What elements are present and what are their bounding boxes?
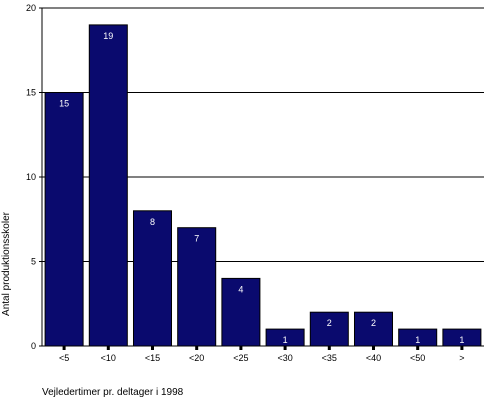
x-tick-label: <10: [101, 353, 116, 363]
x-tick-label: <40: [366, 353, 381, 363]
bar: [177, 227, 217, 347]
x-tick-label: <30: [277, 353, 292, 363]
x-tick-mark: [416, 346, 420, 350]
x-tick-label: <20: [189, 353, 204, 363]
x-tick-mark: [460, 346, 464, 350]
bar-value-label: 1: [415, 335, 420, 345]
x-tick-label: <50: [410, 353, 425, 363]
y-tick-label: 5: [31, 257, 36, 267]
x-tick-mark: [327, 346, 331, 350]
y-tick-label: 0: [31, 341, 36, 351]
x-axis-title: Vejledertimer pr. deltager i 1998: [42, 387, 184, 398]
bar-value-label: 1: [283, 335, 288, 345]
bar: [353, 311, 394, 347]
bar-value-label: 4: [238, 284, 243, 294]
y-axis-title: Antal produktionsskoler: [1, 211, 12, 316]
x-tick-label: <5: [59, 353, 69, 363]
bar-value-label: 7: [194, 234, 199, 244]
x-tick-mark: [62, 346, 66, 350]
bar-value-label: 8: [150, 217, 155, 227]
x-tick-label: >: [459, 353, 464, 363]
bar: [88, 24, 128, 347]
y-tick-label: 10: [26, 172, 36, 182]
bar: [309, 311, 349, 347]
x-tick-label: <25: [233, 353, 248, 363]
x-tick-label: <15: [145, 353, 160, 363]
bar: [44, 92, 84, 347]
y-tick-label: 20: [26, 3, 36, 13]
x-tick-mark: [283, 346, 287, 350]
x-tick-label: <35: [322, 353, 337, 363]
axes: [39, 7, 484, 350]
bars: 15 19 8 7 4 1 2 2 1 1: [44, 24, 482, 347]
bar-value-label: 2: [327, 318, 332, 328]
x-tick-mark: [239, 346, 243, 350]
x-tick-mark: [195, 346, 199, 350]
bar: [132, 210, 173, 347]
bar-value-label: 2: [371, 318, 376, 328]
bar-value-label: 15: [59, 99, 69, 109]
bar-value-label: 1: [459, 335, 464, 345]
x-tick-mark: [151, 346, 154, 350]
bar: [221, 277, 261, 347]
bar-value-label: 19: [103, 31, 113, 41]
x-tick-labels: <5 <10 <15 <20 <25 <30 <35 <40 <50 >: [59, 353, 465, 363]
x-tick-mark: [372, 346, 375, 350]
y-tick-labels: 0 5 10 15 20: [26, 3, 36, 351]
y-tick-label: 15: [26, 88, 36, 98]
x-tick-mark: [106, 346, 110, 350]
